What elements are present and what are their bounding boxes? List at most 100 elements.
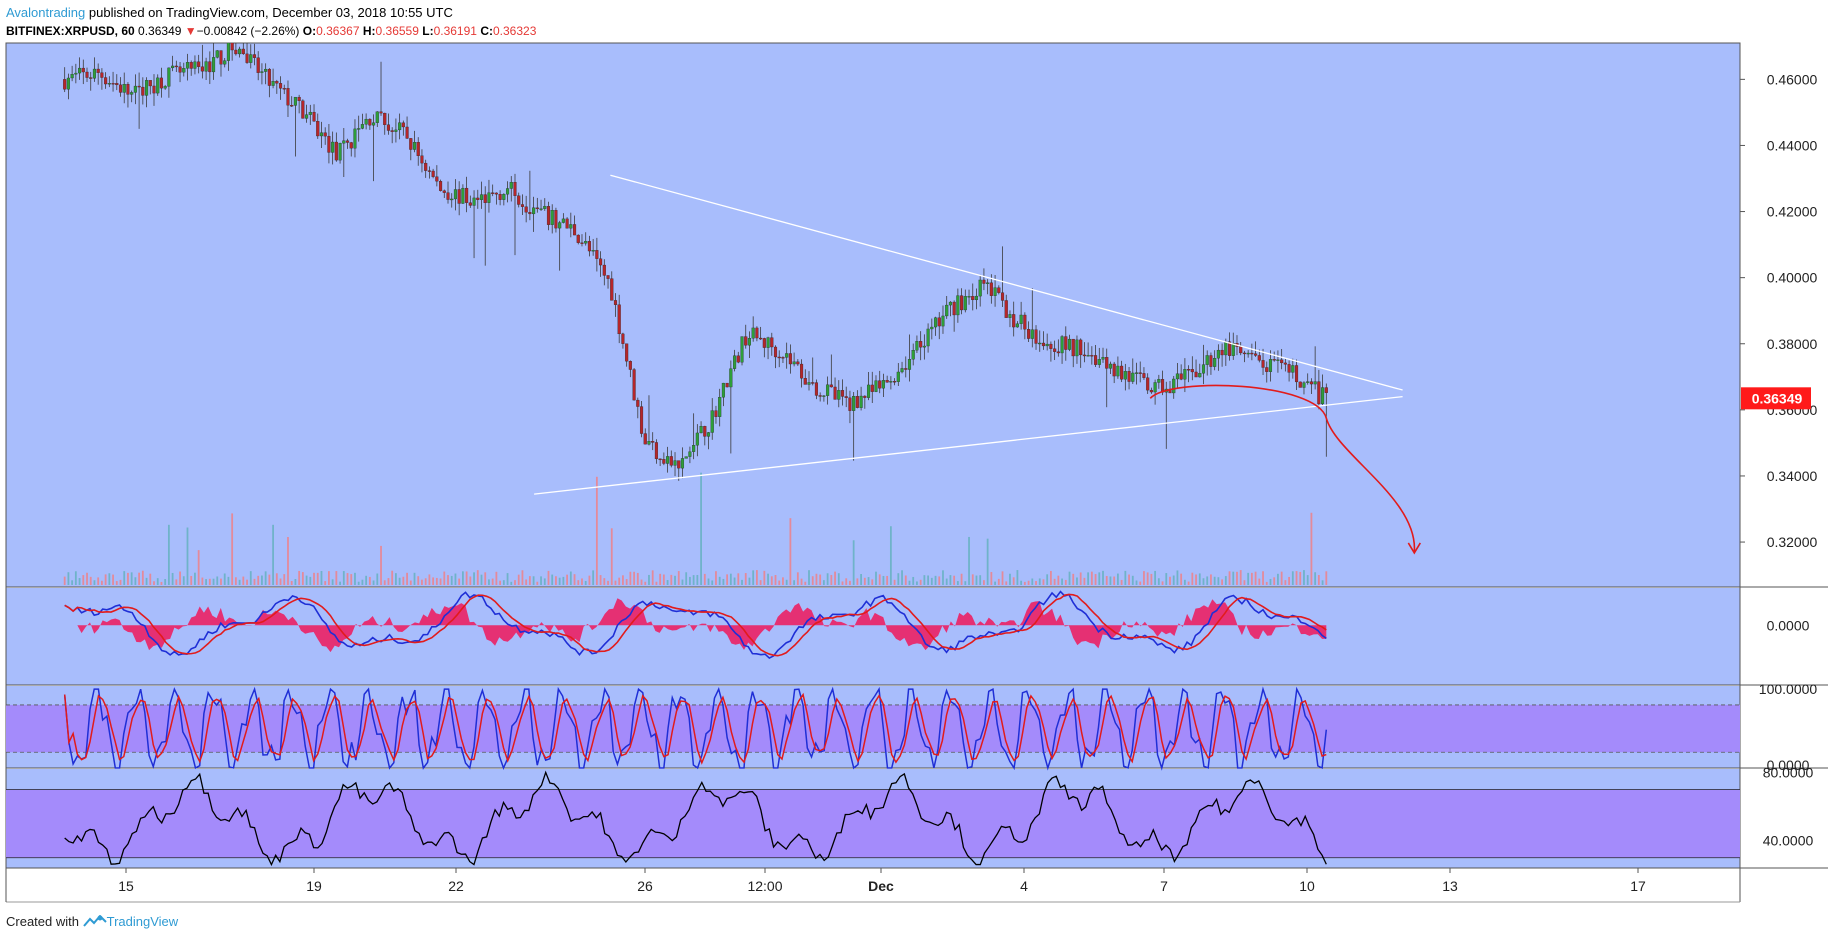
volume-bar: [1191, 572, 1194, 585]
volume-bar: [1157, 578, 1160, 585]
candle-down: [278, 83, 283, 89]
candle-down: [81, 67, 85, 73]
volume-bar: [945, 578, 948, 585]
volume-bar: [395, 573, 397, 585]
volume-bar: [800, 578, 803, 585]
volume-bar: [819, 574, 822, 585]
volume-bar: [532, 576, 535, 585]
volume-bar: [514, 580, 516, 585]
volume-bar: [335, 571, 338, 585]
candle-down: [1012, 314, 1016, 328]
volume-bar: [525, 579, 528, 585]
candle-up: [967, 296, 971, 298]
tradingview-brand[interactable]: TradingView: [106, 914, 179, 929]
volume-bar: [119, 579, 122, 585]
candle-down: [1149, 389, 1153, 393]
candle-down: [524, 206, 528, 213]
candle-up: [695, 432, 699, 446]
candle-down: [100, 72, 104, 78]
candle-up: [238, 48, 242, 55]
volume-bar: [700, 472, 702, 585]
candle-up: [956, 295, 960, 316]
axes: 0.460000.440000.420000.400000.380000.360…: [118, 71, 1817, 894]
candle-down: [439, 181, 443, 191]
candle-down: [405, 126, 409, 139]
candle-down: [267, 68, 271, 86]
volume-bar: [871, 579, 874, 585]
volume-bar: [547, 570, 550, 585]
candle-down: [327, 135, 331, 153]
candle-up: [375, 111, 379, 123]
volume-bar: [1035, 581, 1037, 585]
symbol-name: BITFINEX:XRPUSD, 60: [6, 24, 135, 38]
volume-bar: [1031, 578, 1034, 585]
volume-bar: [447, 575, 449, 585]
volume-bar: [1113, 576, 1116, 585]
candle-down: [1064, 336, 1068, 350]
volume-bar: [261, 575, 263, 585]
volume-bar: [930, 577, 933, 585]
volume-bar: [461, 571, 464, 585]
volume-bar: [186, 527, 189, 585]
open-value: 0.36367: [316, 24, 360, 38]
volume-bar: [1269, 578, 1272, 585]
candle-up: [1246, 352, 1250, 355]
volume-bar: [785, 579, 788, 585]
candle-down: [1317, 381, 1321, 405]
volume-bar: [808, 570, 810, 585]
candle-up: [167, 67, 171, 87]
candle-up: [92, 68, 97, 79]
candle-up: [145, 80, 149, 96]
volume-bar: [1247, 572, 1250, 585]
candle-down: [379, 111, 383, 114]
volume-bar: [1224, 576, 1227, 585]
candle-down: [625, 343, 629, 362]
volume-bar: [737, 573, 740, 585]
candle-down: [960, 295, 964, 311]
time-tick-label: 4: [1020, 878, 1028, 894]
candle-down: [952, 301, 956, 316]
candle-down: [1127, 371, 1131, 382]
candle-down: [621, 333, 625, 344]
author-link[interactable]: Avalontrading: [6, 5, 86, 20]
candlesticks: [63, 43, 1328, 481]
volume-bar: [354, 572, 356, 585]
volume-bar: [1239, 570, 1242, 585]
candle-up: [747, 338, 752, 346]
volume-bar: [301, 572, 304, 585]
candle-up: [479, 194, 484, 200]
volume-bar: [1280, 571, 1283, 585]
volume-bar: [923, 575, 926, 585]
volume-bar: [733, 577, 736, 585]
candle-up: [673, 460, 677, 466]
candle-up: [881, 380, 885, 389]
candle-down: [1220, 349, 1224, 356]
candle-up: [852, 396, 856, 411]
candle-down: [814, 382, 818, 396]
candle-up: [226, 43, 230, 61]
candle-down: [118, 84, 123, 93]
volume-bar: [1005, 581, 1008, 585]
volume-bar: [722, 578, 725, 585]
candle-down: [1090, 355, 1094, 357]
volume-bar: [551, 574, 554, 585]
volume-bar: [413, 572, 416, 585]
volume-bar: [93, 580, 96, 585]
candle-down: [893, 381, 897, 383]
candle-up: [171, 65, 175, 69]
volume-bar: [469, 576, 472, 585]
volume-bar: [685, 572, 688, 585]
volume-bar: [856, 578, 859, 585]
candle-down: [677, 460, 681, 469]
volume-bar: [1116, 573, 1119, 585]
volume-bar: [1325, 571, 1328, 585]
volume-bar: [324, 581, 327, 585]
volume-bar: [573, 574, 576, 585]
candle-down: [316, 121, 320, 137]
volume-bar: [458, 578, 461, 585]
volume-bar: [677, 571, 680, 585]
volume-bar: [1254, 571, 1257, 585]
candle-down: [141, 86, 145, 96]
volume-bar: [67, 572, 70, 585]
